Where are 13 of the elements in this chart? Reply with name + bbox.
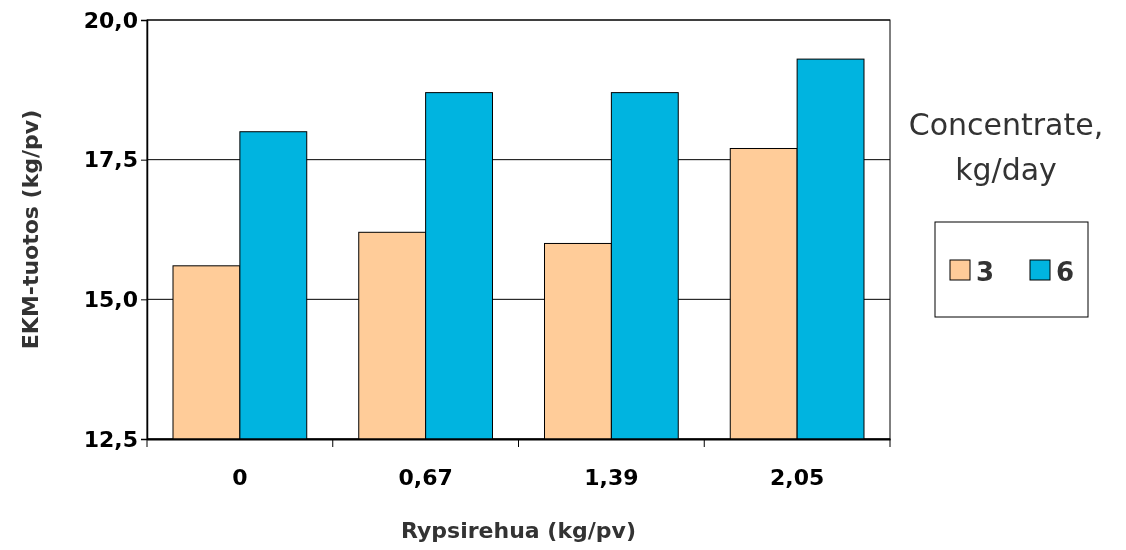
- legend-label: 6: [1056, 257, 1075, 287]
- legend-label: 3: [976, 257, 995, 287]
- y-axis-title: EKM-tuotos (kg/pv): [18, 109, 43, 350]
- x-tick-label: 0,67: [398, 464, 453, 490]
- y-tick-label: 15,0: [83, 286, 138, 312]
- x-tick-label: 1,39: [584, 464, 639, 490]
- x-tick-label: 2,05: [769, 464, 825, 490]
- y-tick-label: 12,5: [83, 426, 138, 452]
- x-tick-label: 0: [232, 464, 248, 490]
- y-tick-label: 20,0: [83, 7, 138, 33]
- legend-title: Concentrate, kg/day: [908, 107, 1104, 187]
- x-axis-title: Rypsirehua (kg/pv): [401, 518, 636, 543]
- y-tick-label: 17,5: [83, 147, 138, 173]
